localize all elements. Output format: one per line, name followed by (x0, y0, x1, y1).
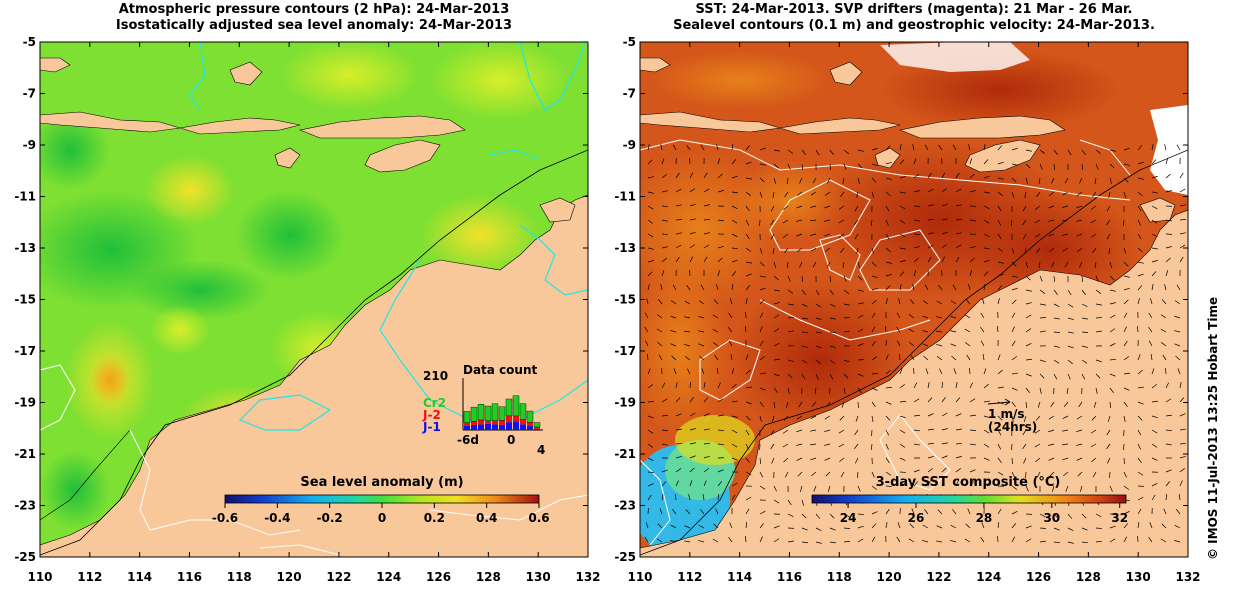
left-title-line2: Isostatically adjusted sea level anomaly… (115, 18, 513, 33)
left-map-title: Atmospheric pressure contours (2 hPa): 2… (40, 2, 588, 34)
legend-cr2: Cr2 (423, 396, 446, 410)
right-lon-tick: 112 (677, 570, 702, 584)
sla-colorbar: Sea level anomaly (m) -0.6 -0.4 -0.2 0 0.2 0.… (212, 475, 550, 525)
inset-title: Data count (463, 363, 538, 377)
left-lat-tick: -13 (14, 241, 36, 255)
right-lat-tick: -25 (614, 550, 636, 564)
left-lat-tick: -15 (14, 293, 36, 307)
right-lon-tick: 114 (727, 570, 752, 584)
right-lat-tick: -21 (614, 447, 636, 461)
inset-tick-4: 4 (537, 443, 545, 457)
right-lat-tick: -11 (614, 190, 636, 204)
geostrophic-velocity-arrows (644, 144, 1187, 544)
left-lon-tick: 112 (77, 570, 102, 584)
legend-j1: J-1 (422, 420, 441, 434)
sst-colorbar-label: 3-day SST composite (°C) (876, 475, 1061, 490)
left-lat-tick: -19 (14, 396, 36, 410)
left-title-line1: Atmospheric pressure contours (2 hPa): 2… (118, 2, 510, 17)
right-lon-tick: 116 (777, 570, 802, 584)
sla-colorbar-tick: -0.6 (212, 511, 238, 525)
velocity-scale-units: (24hrs) (988, 420, 1037, 434)
legend-j2: J-2 (422, 408, 441, 422)
right-lat-tick: -5 (623, 35, 636, 49)
right-lon-tick: 122 (926, 570, 951, 584)
right-lat-tick: -7 (623, 87, 636, 101)
left-lon-tick: 122 (326, 570, 351, 584)
sst-map (640, 42, 1188, 557)
sst-colorbar-tick: 28 (976, 511, 993, 525)
right-lon-tick: 124 (976, 570, 1001, 584)
left-map-axes: -5 -7 -9 -11 -13 -15 -17 -19 -21 -23 -25 110 112 114 1… (14, 35, 600, 584)
left-lon-tick: 128 (476, 570, 501, 584)
left-lon-tick: 132 (575, 570, 600, 584)
velocity-scale: 1 m/s (24hrs) (987, 398, 1037, 434)
inset-max-label: 210 (423, 369, 448, 383)
right-lon-tick: 132 (1175, 570, 1200, 584)
right-map-axes: -5 -7 -9 -11 -13 -15 -17 -19 -21 -23 -25 110 112 114 1… (614, 35, 1200, 584)
velocity-scale-label: 1 m/s (988, 407, 1025, 421)
sla-colorbar-tick: 0.2 (424, 511, 445, 525)
right-lon-tick: 110 (627, 570, 652, 584)
right-lon-tick: 130 (1126, 570, 1151, 584)
left-lat-tick: -25 (14, 550, 36, 564)
sla-colorbar-tick: -0.2 (317, 511, 343, 525)
left-lat-tick: -9 (23, 138, 36, 152)
left-lat-tick: -7 (23, 87, 36, 101)
left-lon-tick: 110 (27, 570, 52, 584)
right-lon-tick: 118 (827, 570, 852, 584)
inset-tick-0: 0 (507, 433, 515, 447)
data-count-inset: 210 Data count Cr2 J-2 J-1 -6d 0 4 (422, 363, 545, 457)
sla-colorbar-tick: 0 (378, 511, 386, 525)
left-lat-tick: -23 (14, 499, 36, 513)
inset-tick-neg6: -6d (457, 433, 479, 447)
inset-bars (463, 395, 541, 430)
sst-colorbar-tick: 26 (908, 511, 925, 525)
right-lat-tick: -23 (614, 499, 636, 513)
right-lon-tick: 128 (1076, 570, 1101, 584)
right-lat-tick: -9 (623, 138, 636, 152)
right-map-title: SST: 24-Mar-2013. SVP drifters (magenta)… (640, 2, 1188, 34)
left-lat-tick: -11 (14, 190, 36, 204)
left-lon-tick: 116 (177, 570, 202, 584)
imos-credit: © IMOS 11-Jul-2013 13:25 Hobart Time (1206, 296, 1220, 560)
right-lat-tick: -17 (614, 344, 636, 358)
right-lon-tick: 126 (1026, 570, 1051, 584)
left-lon-tick: 114 (127, 570, 152, 584)
left-lon-tick: 124 (376, 570, 401, 584)
left-lat-tick: -17 (14, 344, 36, 358)
sst-colorbar-tick: 32 (1111, 511, 1128, 525)
sst-colorbar-tick: 24 (840, 511, 857, 525)
sst-colorbar-tick: 30 (1043, 511, 1060, 525)
right-lat-tick: -15 (614, 293, 636, 307)
right-lat-tick: -19 (614, 396, 636, 410)
sla-colorbar-label: Sea level anomaly (m) (300, 475, 463, 490)
right-title-line1: SST: 24-Mar-2013. SVP drifters (magenta)… (695, 2, 1133, 17)
left-lat-tick: -21 (14, 447, 36, 461)
left-lon-tick: 130 (526, 570, 551, 584)
left-lon-tick: 118 (227, 570, 252, 584)
right-lat-tick: -13 (614, 241, 636, 255)
sla-colorbar-tick: 0.6 (528, 511, 549, 525)
right-title-line2: Sealevel contours (0.1 m) and geostrophi… (673, 18, 1155, 33)
left-lon-tick: 120 (277, 570, 302, 584)
sst-colorbar: 3-day SST composite (°C) 24 26 28 30 32 (811, 475, 1128, 525)
sla-colorbar-tick: 0.4 (476, 511, 497, 525)
sea-level-anomaly-map (40, 42, 588, 557)
left-lat-tick: -5 (23, 35, 36, 49)
sla-colorbar-tick: -0.4 (264, 511, 290, 525)
right-lon-tick: 120 (877, 570, 902, 584)
left-lon-tick: 126 (426, 570, 451, 584)
